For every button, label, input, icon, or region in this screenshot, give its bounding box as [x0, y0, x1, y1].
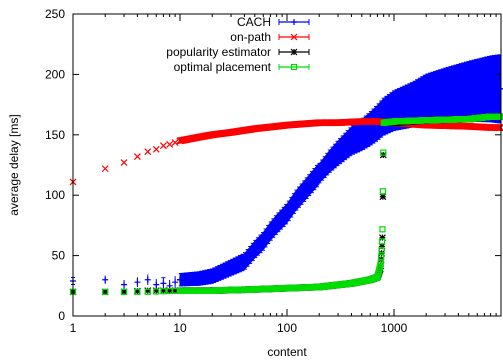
series-CACH	[70, 54, 503, 292]
x-tick-label: 10	[173, 321, 187, 335]
data-point	[379, 193, 387, 201]
data-point	[160, 287, 167, 295]
data-point	[171, 287, 179, 295]
data-point	[144, 288, 151, 295]
data-point	[101, 165, 109, 173]
y-axis-label: average delay [ms]	[7, 114, 21, 215]
data-point	[378, 247, 385, 254]
y-tick-label: 150	[45, 128, 65, 142]
data-point	[160, 288, 167, 295]
y-tick-label: 250	[45, 7, 65, 21]
data-point	[144, 148, 152, 156]
data-point	[152, 145, 160, 153]
data-point	[160, 142, 167, 150]
data-point	[134, 288, 141, 295]
data-point	[152, 287, 160, 295]
data-point	[102, 276, 109, 283]
data-point	[379, 226, 386, 233]
data-point	[291, 19, 297, 25]
x-tick-label: 1000	[381, 321, 408, 335]
legend-label: CACH	[237, 15, 271, 29]
data-point	[160, 280, 167, 287]
data-point	[377, 259, 384, 266]
data-point	[379, 188, 386, 195]
data-point	[290, 33, 298, 41]
data-point	[134, 279, 141, 286]
series-layer	[69, 54, 503, 296]
data-point	[120, 288, 128, 295]
data-point	[378, 238, 386, 245]
data-point	[153, 288, 160, 295]
y-tick-label: 0	[58, 309, 65, 323]
series-optimal-placement	[69, 113, 503, 295]
data-point	[120, 288, 128, 296]
data-point	[144, 276, 151, 283]
series-on-path	[69, 118, 503, 186]
plot-frame	[72, 13, 502, 317]
data-point	[153, 281, 160, 288]
legend-label: popularity estimator	[166, 45, 271, 59]
data-point	[144, 287, 152, 295]
y-tick-label: 200	[45, 67, 65, 81]
y-tick-label: 100	[45, 188, 65, 202]
x-tick-label: 100	[277, 321, 297, 335]
data-point	[379, 234, 386, 242]
data-point	[101, 288, 109, 296]
legend-label: optimal placement	[174, 60, 272, 74]
data-point	[290, 63, 298, 71]
data-point	[378, 242, 386, 250]
x-tick-label: 1	[70, 321, 77, 335]
data-point	[378, 253, 385, 260]
y-tick-label: 50	[52, 249, 66, 263]
data-point	[120, 159, 128, 167]
data-point	[102, 288, 109, 295]
data-point	[171, 139, 179, 146]
data-point	[172, 279, 179, 286]
ticks-layer: 0 50 100 150 200 250 1 10 100 1000	[45, 7, 501, 335]
data-point	[121, 281, 128, 288]
data-point	[380, 149, 387, 156]
data-point	[290, 48, 298, 56]
data-point	[166, 141, 174, 148]
data-point	[133, 153, 141, 160]
x-axis-label: content	[267, 345, 307, 359]
data-point	[166, 287, 174, 295]
legend-label: on-path	[230, 30, 271, 44]
data-point	[133, 287, 141, 295]
